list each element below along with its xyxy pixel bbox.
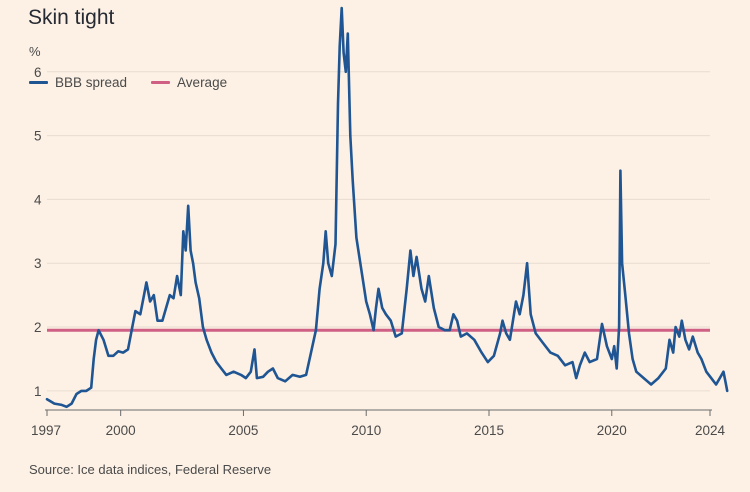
y-tick-label-1: 1 [34,384,42,399]
y-tick-label-2: 2 [34,320,42,335]
legend-item-average: Average [151,75,227,90]
legend-label-bbb-spread: BBB spread [55,75,128,90]
y-tick-label-3: 3 [34,256,42,271]
y-tick-label-4: 4 [34,192,42,207]
x-tick-label-2000: 2000 [106,423,136,438]
y-axis-unit: % [29,44,41,59]
legend-swatch-bbb-spread [29,81,48,84]
x-tick-label-2020: 2020 [597,423,627,438]
x-tick-label-2015: 2015 [474,423,504,438]
chart-title: Skin tight [28,6,115,29]
legend-item-bbb-spread: BBB spread [29,75,127,90]
legend-label-average: Average [177,75,228,90]
x-tick-label-2005: 2005 [228,423,258,438]
source-note: Source: Ice data indices, Federal Reserv… [29,462,272,477]
legend-swatch-average [151,81,171,84]
series-line-bbb-spread [45,6,729,409]
legend: BBB spread Average [29,75,251,90]
y-tick-label-6: 6 [34,65,42,80]
y-tick-label-5: 5 [34,129,42,144]
x-tick-label-2024: 2024 [695,423,726,438]
x-tick-label-2010: 2010 [351,423,381,438]
x-tick-label-1997: 1997 [31,423,61,438]
